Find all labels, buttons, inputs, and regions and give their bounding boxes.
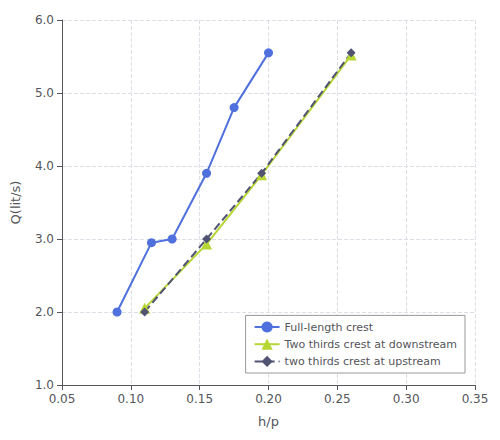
- svg-text:h/p: h/p: [258, 414, 279, 429]
- svg-text:0.25: 0.25: [324, 392, 351, 406]
- svg-text:1.0: 1.0: [35, 378, 54, 392]
- svg-text:0.05: 0.05: [49, 392, 76, 406]
- svg-text:0.30: 0.30: [393, 392, 420, 406]
- svg-text:2.0: 2.0: [35, 305, 54, 319]
- svg-text:0.35: 0.35: [462, 392, 489, 406]
- svg-text:Full-length crest: Full-length crest: [285, 321, 374, 334]
- svg-text:0.15: 0.15: [186, 392, 213, 406]
- svg-text:3.0: 3.0: [35, 232, 54, 246]
- svg-text:4.0: 4.0: [35, 159, 54, 173]
- svg-text:two thirds crest at upstream: two thirds crest at upstream: [285, 355, 441, 368]
- svg-text:0.20: 0.20: [255, 392, 282, 406]
- svg-text:Two thirds crest at downstream: Two thirds crest at downstream: [284, 338, 457, 351]
- svg-text:5.0: 5.0: [35, 86, 54, 100]
- svg-text:0.10: 0.10: [117, 392, 144, 406]
- svg-text:6.0: 6.0: [35, 13, 54, 27]
- svg-text:Q(lit/s): Q(lit/s): [8, 181, 23, 225]
